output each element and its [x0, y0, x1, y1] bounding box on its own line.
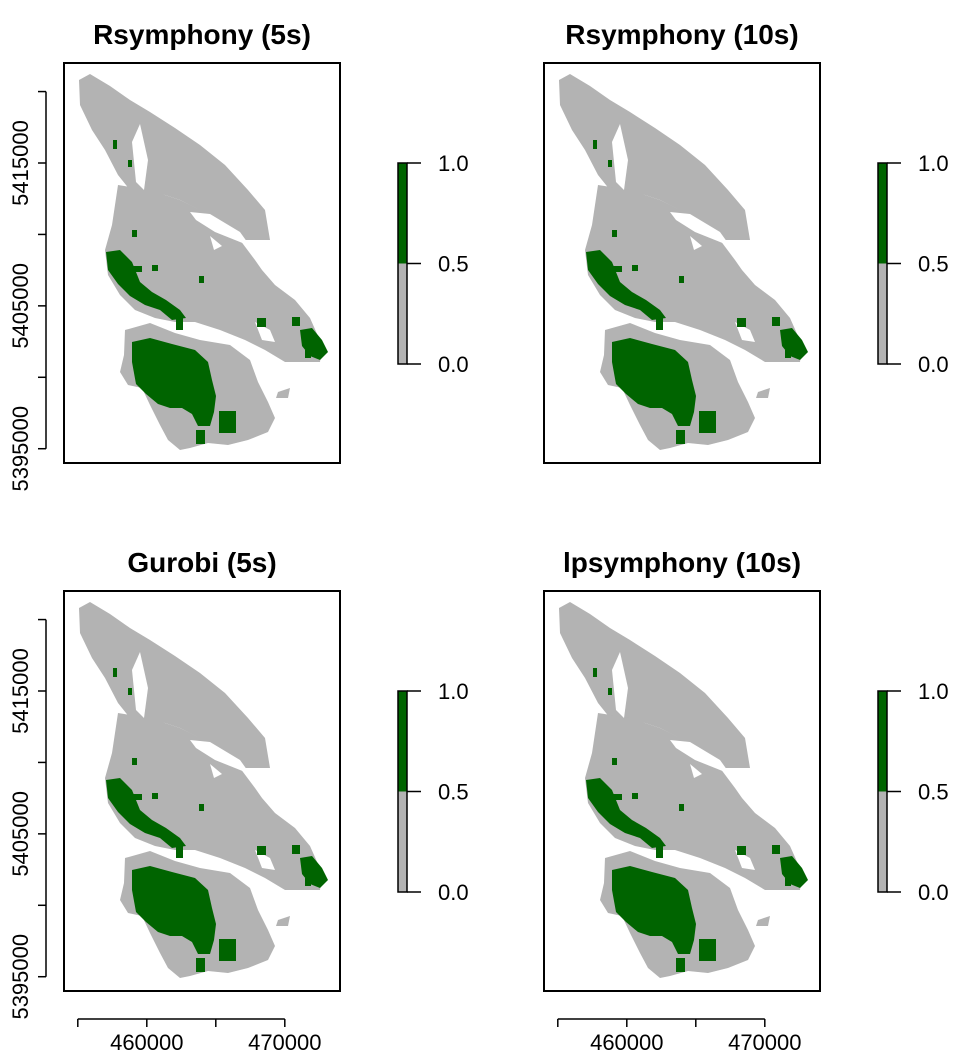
- legend: 0.0 0.5 1.0: [397, 679, 469, 905]
- legend: 0.0 0.5 1.0: [397, 151, 469, 377]
- legend-tick-label: 0.5: [918, 780, 949, 805]
- x-axis: 460000 470000: [557, 1018, 802, 1055]
- legend-tick-label: 0.5: [918, 252, 949, 277]
- y-axis: 5395000 5405000 5415000: [8, 90, 47, 492]
- x-tick-label: 470000: [248, 1030, 321, 1055]
- legend-tick-label: 0.0: [918, 880, 949, 905]
- y-axis: 5395000 5405000 5415000: [8, 618, 47, 1020]
- x-tick-label: 460000: [110, 1030, 183, 1055]
- y-tick-label: 5405000: [8, 263, 33, 349]
- legend-tick-label: 1.0: [438, 679, 469, 704]
- legend-tick-label: 0.5: [438, 252, 469, 277]
- plot-frame: [543, 62, 821, 464]
- map-raster: [79, 74, 328, 450]
- legend-color-bin: [878, 163, 887, 264]
- y-tick-label: 5415000: [8, 648, 33, 734]
- map-raster: [559, 602, 808, 978]
- legend: 0.0 0.5 1.0: [877, 151, 949, 377]
- legend-color-bin: [398, 791, 407, 892]
- legend-color-bin: [398, 163, 407, 264]
- x-tick-label: 470000: [728, 1030, 801, 1055]
- legend-tick-label: 0.0: [438, 880, 469, 905]
- x-axis: 460000 470000: [77, 1018, 322, 1055]
- legend-tick-label: 0.0: [438, 352, 469, 377]
- legend-color-bin: [878, 691, 887, 792]
- y-tick-label: 5395000: [8, 406, 33, 492]
- legend-color-bin: [878, 263, 887, 364]
- legend-tick-label: 0.5: [438, 780, 469, 805]
- legend-tick-label: 1.0: [918, 151, 949, 176]
- panel-1: Rsymphony (5s) 5395000 5405000 5415000 0.0…: [8, 19, 469, 492]
- legend-tick-label: 0.0: [918, 352, 949, 377]
- panel-4: lpsymphony (10s) 460000 470000 0.0 0.5 1.0: [543, 547, 949, 1055]
- map-raster: [79, 602, 328, 978]
- y-tick-label: 5415000: [8, 120, 33, 206]
- y-tick-label: 5405000: [8, 791, 33, 877]
- x-tick-label: 460000: [590, 1030, 663, 1055]
- plot-frame: [543, 590, 821, 992]
- legend-color-bin: [878, 791, 887, 892]
- legend-tick-label: 1.0: [438, 151, 469, 176]
- legend-color-bin: [398, 263, 407, 364]
- panel-title: lpsymphony (10s): [563, 547, 801, 578]
- panel-title: Rsymphony (10s): [565, 19, 798, 50]
- legend: 0.0 0.5 1.0: [877, 679, 949, 905]
- legend-tick-label: 1.0: [918, 679, 949, 704]
- y-tick-label: 5395000: [8, 934, 33, 1020]
- panel-title: Rsymphony (5s): [93, 19, 311, 50]
- panel-title: Gurobi (5s): [127, 547, 276, 578]
- plot-frame: [63, 590, 341, 992]
- panel-2: Rsymphony (10s) 0.0 0.5 1.0: [543, 19, 949, 464]
- legend-color-bin: [398, 691, 407, 792]
- map-raster: [559, 74, 808, 450]
- panel-3: Gurobi (5s) 5395000 5405000 5415000 460000…: [8, 547, 469, 1055]
- plot-frame: [63, 62, 341, 464]
